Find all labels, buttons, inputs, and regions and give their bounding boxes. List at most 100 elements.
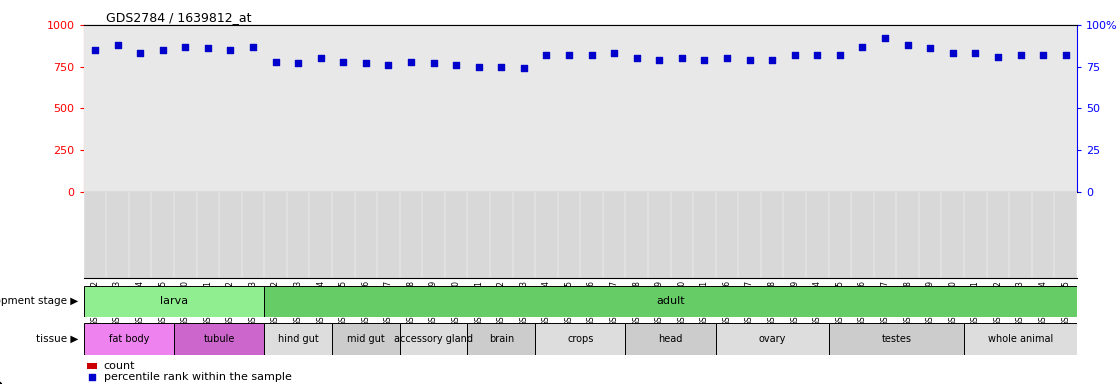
Bar [539,152,555,192]
Bar [1058,159,1074,192]
Bar [877,30,893,192]
Point [84,374,100,380]
Bar [922,65,939,192]
Point [741,57,759,63]
Bar [87,363,97,369]
Point [132,50,150,56]
Bar [968,164,983,192]
Text: larva: larva [160,296,189,306]
Bar [425,170,442,192]
Text: tubule: tubule [203,334,234,344]
Text: head: head [658,334,683,344]
Bar [268,171,283,192]
Bar [155,160,171,192]
Bar [132,161,148,192]
Point [922,45,940,51]
Bar [584,153,599,192]
Point [718,55,735,61]
Text: percentile rank within the sample: percentile rank within the sample [104,372,291,382]
Bar [403,171,418,192]
Point [831,52,849,58]
Point [898,42,916,48]
Point [289,60,307,66]
Point [786,52,804,58]
Point [944,50,962,56]
Bar [84,286,264,317]
Text: mid gut: mid gut [347,334,385,344]
Text: count: count [104,361,135,371]
Text: testes: testes [882,334,912,344]
Bar [264,323,333,355]
Point [651,57,668,63]
Point [379,62,397,68]
Point [244,44,262,50]
Bar [625,323,715,355]
Bar [764,170,780,192]
Point [267,59,285,65]
Point [966,50,984,56]
Point [808,52,826,58]
Bar [312,172,328,192]
Bar [174,323,264,355]
Bar [715,323,828,355]
Point [425,60,443,66]
Bar [945,165,961,192]
Bar [990,166,1006,192]
Point [695,57,713,63]
Point [763,57,781,63]
Text: crops: crops [567,334,594,344]
Bar [449,172,464,192]
Point [108,42,126,48]
Bar [1036,163,1051,192]
Point [154,47,172,53]
Bar [742,169,758,192]
Bar [246,144,261,192]
Bar [471,173,487,192]
Text: fat body: fat body [108,334,150,344]
Bar [833,149,848,192]
Bar [628,165,645,192]
Point [876,35,894,41]
Bar [222,146,239,192]
Bar [674,164,690,192]
Bar [1012,164,1029,192]
Point [311,55,329,61]
Point [1057,52,1075,58]
Bar [828,323,964,355]
Point [357,60,375,66]
Bar [899,60,915,192]
Bar [606,149,622,192]
Bar [290,171,306,192]
Point [470,64,488,70]
Bar [561,153,577,192]
Bar [336,171,352,192]
Bar [87,163,103,192]
Point [1011,52,1029,58]
Bar [109,140,125,192]
Text: GDS2784 / 1639812_at: GDS2784 / 1639812_at [106,12,251,25]
Bar [855,53,870,192]
Bar [381,172,396,192]
Point [854,44,872,50]
Point [448,62,465,68]
Bar [536,323,625,355]
Text: adult: adult [656,296,685,306]
Bar [400,323,468,355]
Bar [333,323,400,355]
Point [514,65,532,71]
Bar [809,151,825,192]
Point [199,45,217,51]
Bar [358,171,374,192]
Text: brain: brain [489,334,514,344]
Point [673,55,691,61]
Bar [696,167,712,192]
Text: accessory gland: accessory gland [394,334,473,344]
Bar [516,175,532,192]
Point [1035,52,1052,58]
Point [628,55,646,61]
Point [402,59,420,65]
Point [605,50,623,56]
Point [538,52,556,58]
Bar [84,323,174,355]
Bar [652,166,667,192]
